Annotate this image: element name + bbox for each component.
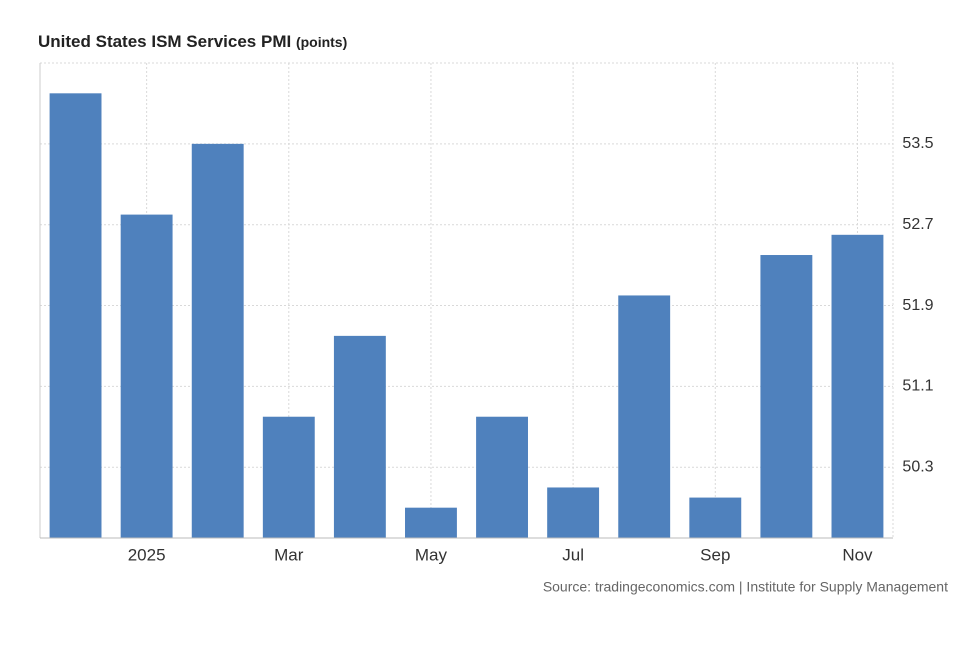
bar <box>476 416 528 538</box>
x-tick-label: 2025 <box>128 545 166 564</box>
bar <box>191 143 244 538</box>
subtitle-text: (points) <box>296 34 347 50</box>
bar <box>262 416 315 538</box>
bar <box>760 255 813 538</box>
x-tick-label: Sep <box>700 545 730 564</box>
x-tick-label: May <box>415 545 448 564</box>
y-tick-label: 51.9 <box>902 297 933 314</box>
x-tick-label: Mar <box>274 545 304 564</box>
bar <box>405 507 457 538</box>
bar <box>333 335 386 538</box>
y-tick-label: 53.5 <box>902 135 933 152</box>
title-text: United States ISM Services PMI <box>38 32 291 51</box>
y-tick-label: 52.7 <box>902 216 933 233</box>
bar <box>49 93 102 538</box>
bar <box>120 214 173 538</box>
y-tick-label: 50.3 <box>902 458 933 475</box>
bar <box>547 487 600 538</box>
x-tick-label: Nov <box>842 545 873 564</box>
bar <box>618 295 671 538</box>
bar <box>831 234 884 538</box>
source: Source: tradingeconomics.com | Institute… <box>543 579 948 595</box>
y-tick-label: 51.1 <box>902 378 933 395</box>
x-tick-label: Jul <box>562 545 584 564</box>
bar <box>689 497 742 538</box>
chart-title: United States ISM Services PMI (points) <box>38 32 347 51</box>
